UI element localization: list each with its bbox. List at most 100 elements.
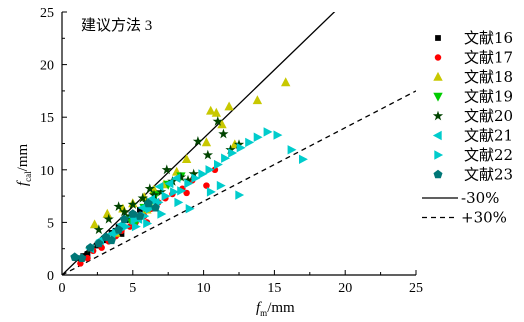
data-point xyxy=(113,201,124,211)
data-point xyxy=(235,190,245,200)
series-7 xyxy=(112,127,308,238)
legend-item: 文献20 xyxy=(432,107,513,125)
data-point xyxy=(107,235,116,245)
data-point xyxy=(188,168,199,179)
data-point xyxy=(70,252,80,261)
data-point xyxy=(103,213,114,224)
data-point xyxy=(94,238,104,248)
legend-marker xyxy=(433,71,443,81)
chart-title: 建议方法 3 xyxy=(81,17,152,34)
data-point xyxy=(218,128,229,139)
data-point xyxy=(171,173,181,183)
data-point xyxy=(151,203,160,212)
data-point xyxy=(281,77,291,87)
data-point xyxy=(252,95,263,105)
legend-label: 文献17 xyxy=(464,49,513,67)
y-tick-label: 10 xyxy=(40,164,54,179)
data-point xyxy=(85,243,95,252)
data-point xyxy=(89,219,100,229)
y-tick-label: 5 xyxy=(47,216,54,231)
data-point xyxy=(161,191,171,201)
legend-marker xyxy=(433,92,443,102)
data-point xyxy=(287,145,297,155)
legend-item: 文献18 xyxy=(433,68,513,86)
data-point xyxy=(216,180,226,191)
data-point xyxy=(119,206,130,217)
legend-label: -30% xyxy=(461,189,499,207)
data-point xyxy=(224,101,234,111)
data-point xyxy=(154,182,164,192)
data-point xyxy=(203,182,210,189)
data-point xyxy=(191,173,201,183)
legend-marker xyxy=(435,35,441,41)
data-point xyxy=(84,251,91,257)
data-point xyxy=(77,253,87,262)
legend-item: 文献17 xyxy=(434,49,513,67)
data-point xyxy=(206,105,216,115)
data-point xyxy=(175,171,187,182)
x-tick-label: 20 xyxy=(338,281,352,296)
legend-marker xyxy=(433,169,443,179)
data-point xyxy=(228,148,238,158)
y-axis-label: fcal/mm xyxy=(15,143,33,186)
data-point xyxy=(198,169,208,179)
data-point xyxy=(211,166,219,174)
data-point xyxy=(212,116,223,126)
data-point xyxy=(214,159,223,170)
data-point xyxy=(185,204,195,214)
data-point xyxy=(143,218,153,229)
data-point xyxy=(144,183,155,194)
data-point xyxy=(233,139,245,149)
x-tick-label: 15 xyxy=(267,281,281,296)
data-point xyxy=(93,224,104,235)
data-point xyxy=(127,199,138,209)
data-point xyxy=(206,187,216,197)
x-axis-label-text: fm/mm xyxy=(256,300,295,318)
data-point xyxy=(245,137,255,148)
data-point xyxy=(102,208,112,218)
legend-marker xyxy=(432,130,442,141)
data-point xyxy=(135,211,145,220)
data-point xyxy=(263,127,273,137)
x-tick-label: 5 xyxy=(129,281,136,296)
legend-item: 文献19 xyxy=(433,88,513,106)
data-point xyxy=(137,203,147,213)
data-point xyxy=(177,186,187,196)
data-point xyxy=(128,209,138,218)
data-point xyxy=(211,107,221,117)
data-point xyxy=(170,187,179,197)
series-8 xyxy=(70,198,160,262)
data-point xyxy=(202,149,213,160)
data-point xyxy=(253,132,263,142)
legend-marker xyxy=(432,110,444,121)
data-point xyxy=(143,198,153,208)
x-tick-label: 0 xyxy=(59,281,66,296)
data-point xyxy=(217,119,227,129)
y-tick-label: 0 xyxy=(47,269,54,284)
data-point xyxy=(157,209,167,219)
legend-marker xyxy=(434,54,442,61)
data-point xyxy=(122,221,131,232)
legend-label: 文献18 xyxy=(464,68,513,86)
legend-label: 文献21 xyxy=(464,127,513,145)
x-tick-label: 10 xyxy=(197,281,211,296)
legend-label: 文献16 xyxy=(464,29,513,47)
legend-item: -30% xyxy=(422,189,499,207)
legend-label: 文献23 xyxy=(464,166,513,184)
data-point xyxy=(161,164,172,175)
legend-item: 文献16 xyxy=(435,29,513,47)
legend-label: 文献20 xyxy=(464,107,513,125)
y-tick-label: 20 xyxy=(40,59,54,74)
data-points xyxy=(70,77,308,267)
data-point xyxy=(148,189,160,200)
data-point xyxy=(156,186,167,197)
data-point xyxy=(192,136,204,146)
data-point xyxy=(119,214,129,223)
data-point xyxy=(114,225,124,234)
data-point xyxy=(174,197,184,208)
y-tick-label: 15 xyxy=(40,111,54,126)
data-point xyxy=(137,206,143,213)
